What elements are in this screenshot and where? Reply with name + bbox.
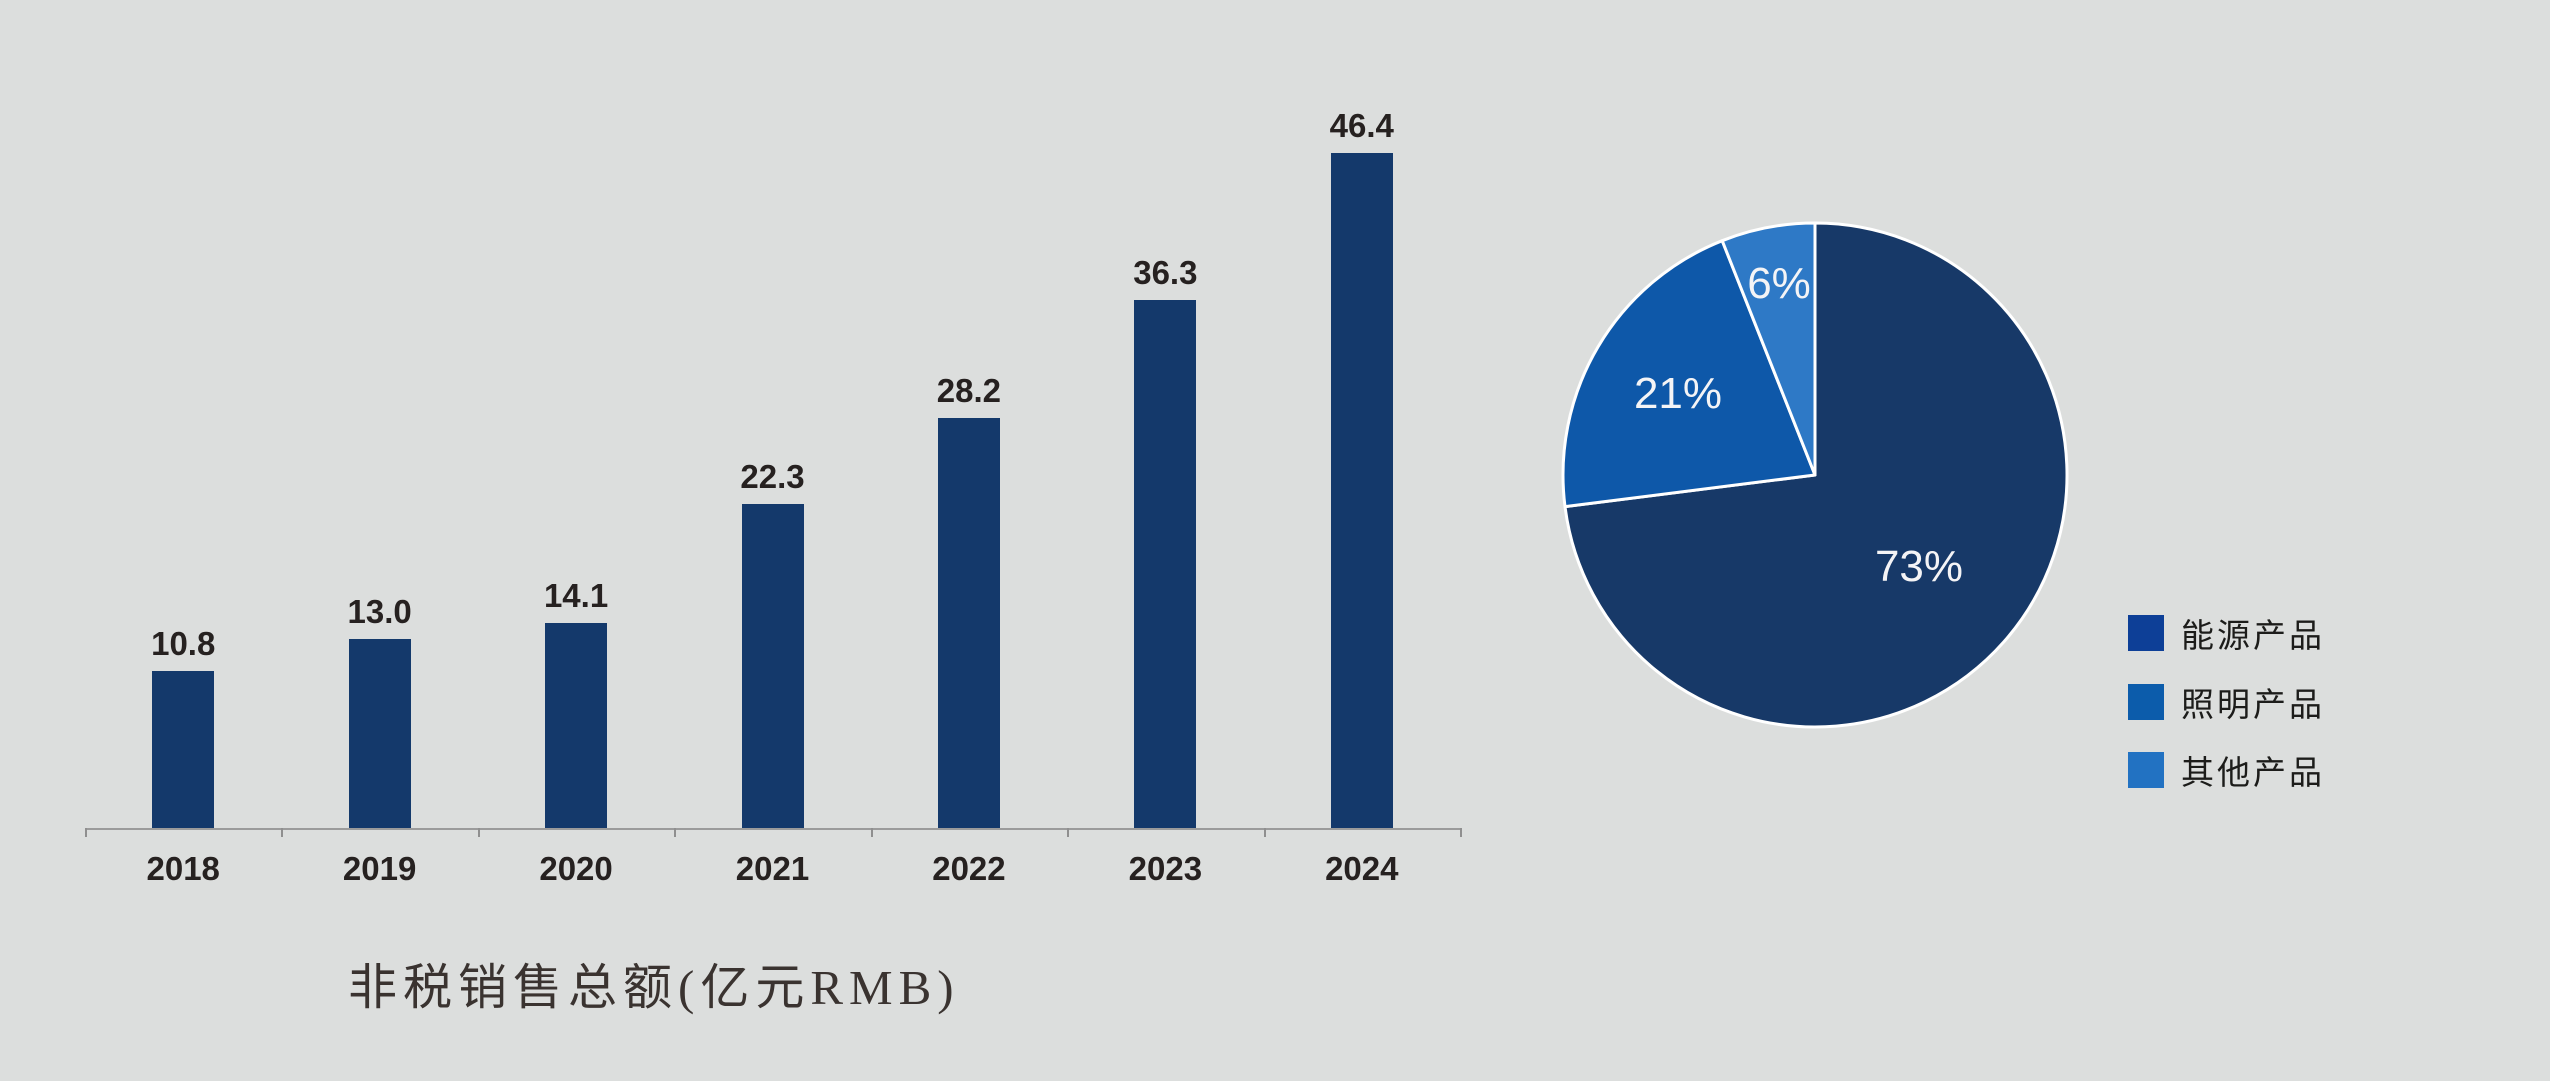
pie-slice-percentage-label: 6%	[1747, 259, 1811, 308]
bar-value-label: 22.3	[740, 458, 805, 495]
x-axis-tick	[281, 828, 283, 837]
legend-item-能源产品: 能源产品	[2128, 609, 2325, 657]
bar-2020	[545, 623, 607, 828]
pie-slice-percentage-label: 21%	[1633, 369, 1723, 418]
bar-2021	[742, 504, 804, 828]
x-axis-tick	[1460, 828, 1462, 837]
legend-color-swatch	[2128, 752, 2164, 788]
x-axis-category-label: 2020	[539, 850, 613, 887]
x-axis-category-label: 2021	[735, 850, 810, 887]
x-axis-tick	[1067, 828, 1069, 837]
bar-value-label: 14.1	[543, 577, 609, 614]
legend-item-其他产品: 其他产品	[2128, 746, 2325, 794]
x-axis-tick	[478, 828, 480, 837]
pie-slice-percentage-label: 73%	[1874, 542, 1964, 591]
bar-value-label: 36.3	[1133, 254, 1198, 291]
x-axis-category-label: 2023	[1128, 850, 1203, 887]
bar-2023	[1134, 300, 1196, 828]
bar-2022	[938, 418, 1000, 828]
x-axis-category-label: 2024	[1325, 850, 1399, 887]
x-axis-tick	[85, 828, 87, 837]
legend-item-label: 照明产品	[2181, 686, 2325, 723]
legend-color-swatch	[2128, 615, 2164, 651]
legend-item-label: 其他产品	[2181, 754, 2325, 791]
x-axis-line	[85, 828, 1460, 830]
x-axis-category-label: 2019	[342, 850, 417, 887]
bar-chart-title: 非税销售总额(亿元RMB)	[348, 960, 960, 1015]
legend-item-label: 能源产品	[2181, 617, 2325, 654]
x-axis-category-label: 2018	[146, 850, 220, 887]
legend-color-swatch	[2128, 684, 2164, 720]
legend-item-照明产品: 照明产品	[2128, 678, 2325, 726]
x-axis-tick	[1264, 828, 1266, 837]
bar-2024	[1331, 153, 1393, 828]
bar-value-label: 46.4	[1329, 107, 1394, 144]
pie-chart	[1561, 221, 2069, 729]
x-axis-tick	[871, 828, 873, 837]
bar-2019	[349, 639, 411, 828]
bar-value-label: 13.0	[347, 593, 412, 630]
pie-slice-照明产品	[1561, 239, 1817, 509]
bar-value-label: 28.2	[936, 372, 1002, 409]
x-axis-category-label: 2022	[932, 850, 1006, 887]
pie-slice-其他产品	[1720, 221, 1817, 477]
bar-value-label: 10.8	[151, 625, 216, 662]
bar-2018	[152, 671, 214, 828]
x-axis-tick	[674, 828, 676, 837]
